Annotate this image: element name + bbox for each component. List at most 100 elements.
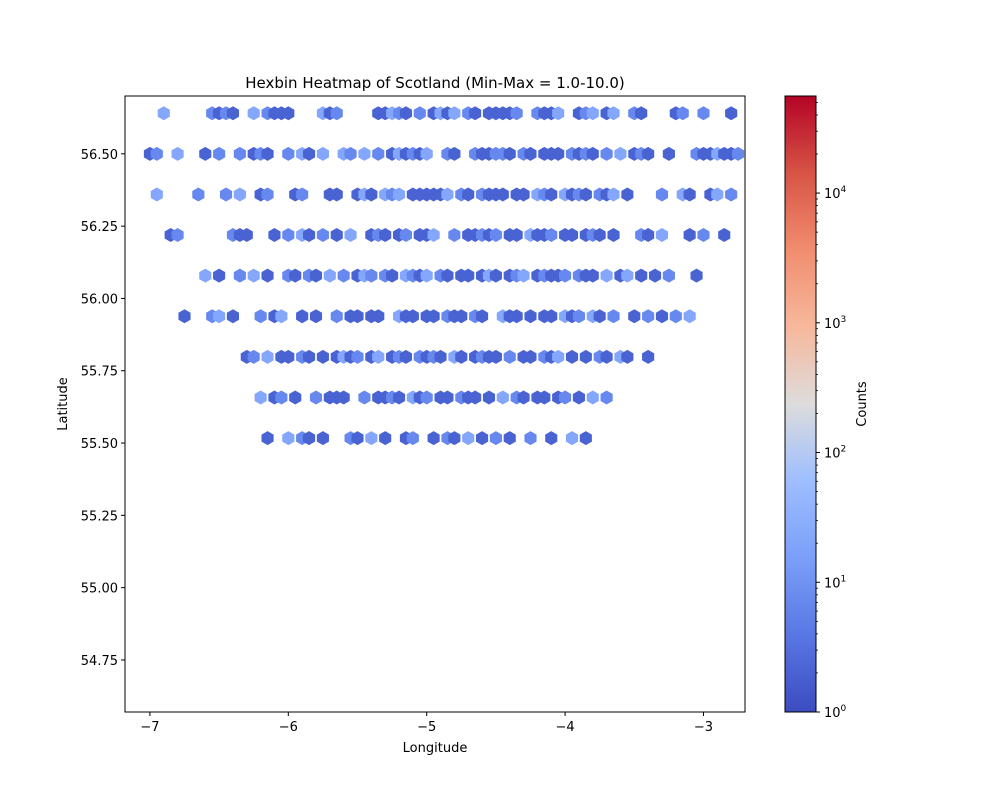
hex-bin — [441, 268, 454, 283]
hex-bin — [475, 309, 489, 324]
hex-bin — [607, 228, 620, 243]
y-axis-label: Latitude — [56, 377, 71, 431]
hex-bin — [379, 431, 392, 446]
hex-bin — [683, 228, 696, 243]
hex-bin — [579, 187, 592, 202]
hex-bin — [628, 309, 641, 324]
hex-bin — [420, 390, 433, 405]
hex-bin — [545, 187, 558, 202]
hex-bin — [241, 25, 253, 39]
hex-bin — [365, 25, 377, 39]
x-axis-label: Longitude — [403, 741, 468, 756]
hex-bin — [199, 268, 212, 283]
hex-bin — [482, 390, 496, 405]
hex-bin — [344, 146, 357, 161]
hex-bin — [303, 349, 316, 364]
hex-bin — [565, 431, 579, 446]
hex-bin — [718, 66, 730, 80]
hex-bin — [275, 309, 288, 324]
hex-bin — [316, 431, 329, 446]
hex-bin — [455, 349, 468, 364]
x-tick-label: −6 — [279, 720, 298, 735]
y-axis-ticks: 54.75 55.00 55.25 55.50 55.75 56.00 56.25 56.50 — [81, 148, 125, 669]
hex-bin — [330, 309, 343, 324]
hex-bin — [601, 25, 613, 39]
hex-bin — [697, 25, 709, 39]
hex-bin — [621, 268, 634, 283]
y-tick-label: 56.00 — [81, 292, 118, 307]
hex-bin — [247, 268, 260, 283]
hex-bin — [684, 25, 696, 39]
hex-bin — [697, 106, 710, 121]
hex-bin — [309, 268, 323, 283]
hex-bin — [552, 106, 565, 121]
hex-bin — [289, 268, 302, 283]
hex-bin — [420, 268, 433, 283]
hexbin-layer — [143, 25, 745, 446]
hex-bin — [496, 187, 509, 202]
hex-bin — [676, 106, 689, 121]
hex-bin — [172, 66, 184, 80]
hex-bin — [669, 309, 682, 324]
hex-bin — [655, 309, 669, 324]
hex-bin — [642, 349, 655, 364]
hex-bin — [330, 106, 343, 121]
hex-bin — [600, 268, 613, 283]
hex-bin — [524, 25, 536, 39]
hex-bin — [510, 309, 523, 324]
hex-bin — [489, 349, 502, 364]
hex-bin — [448, 431, 461, 446]
colorbar-label: Counts — [855, 381, 870, 427]
hex-bin — [213, 309, 226, 324]
colorbar-tick-label: 101 — [824, 574, 846, 591]
hex-bin — [316, 228, 329, 243]
hex-bin — [670, 25, 682, 39]
hex-bin — [441, 390, 454, 405]
hex-bin — [690, 268, 703, 283]
hex-bin — [621, 187, 634, 202]
hex-bin — [261, 25, 273, 39]
hex-bin — [386, 25, 398, 39]
hex-bin — [573, 25, 585, 39]
colorbar-ticks: 100 101 102 103 104 — [816, 101, 847, 721]
hex-bin — [648, 268, 662, 283]
hex-bin — [462, 25, 474, 39]
hex-bin — [655, 228, 669, 243]
hex-bin — [476, 25, 488, 39]
colorbar-tick-label: 103 — [824, 315, 846, 332]
hex-bin — [662, 268, 675, 283]
hex-bin — [524, 349, 537, 364]
hex-bin — [213, 268, 226, 283]
hex-bin — [171, 228, 184, 243]
hex-bin — [379, 228, 392, 243]
hex-bin — [503, 349, 516, 364]
hex-bin — [489, 268, 502, 283]
y-tick-label: 56.25 — [81, 220, 118, 235]
hex-bin — [517, 390, 530, 405]
hex-bin — [330, 187, 343, 202]
hex-bin — [587, 25, 599, 39]
hex-bin — [268, 228, 281, 243]
hex-bin — [545, 228, 558, 243]
hex-bin — [233, 146, 246, 161]
y-tick-label: 55.25 — [81, 509, 118, 524]
hex-bin — [324, 25, 336, 39]
hex-bin — [282, 146, 295, 161]
hex-bin — [303, 25, 315, 39]
hex-bin — [365, 187, 378, 202]
hex-bin — [462, 431, 475, 446]
hex-bin — [275, 390, 288, 405]
hex-bin — [399, 228, 412, 243]
hex-bin — [697, 228, 710, 243]
hex-bin — [677, 66, 689, 80]
hex-bin — [545, 309, 558, 324]
hex-bin — [607, 309, 620, 324]
hex-bin — [428, 25, 440, 39]
hex-bin — [330, 228, 343, 243]
hex-bin — [510, 228, 523, 243]
hex-bin — [649, 25, 661, 39]
hex-bin — [303, 146, 316, 161]
hex-bin — [309, 390, 323, 405]
hex-bin — [399, 349, 412, 364]
